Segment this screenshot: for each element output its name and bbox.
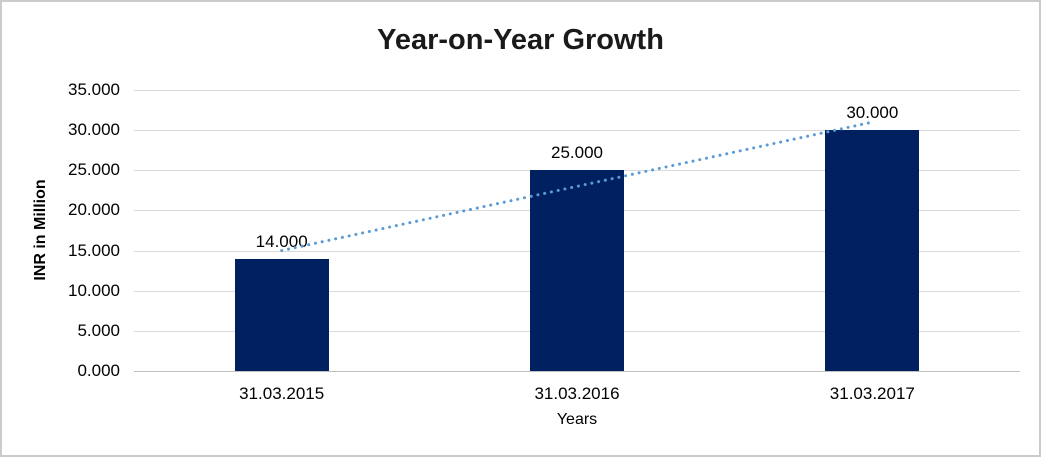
gridline [134,90,1020,91]
bar-data-label: 30.000 [846,103,899,123]
bar [234,258,329,371]
plot-area: 14.000 25.000 30.000 [134,90,1020,372]
y-axis-title: INR in Million [32,179,49,281]
bar-data-label: 14.000 [255,231,308,251]
y-tick-label: 10.000 [68,280,120,300]
bar [530,170,624,371]
y-tick-label: 20.000 [68,200,120,220]
y-tick-label: 0.000 [77,361,120,380]
y-tick-label: 5.000 [77,320,120,340]
x-axis-title: Years [556,411,598,428]
x-axis-line [134,371,1020,372]
bar [825,130,920,371]
x-tick-label: 31.03.2016 [534,384,620,403]
y-tick-label: 25.000 [68,160,120,180]
y-tick-label: 35.000 [68,80,120,99]
x-tick-label: 31.03.2015 [239,384,325,403]
y-tick-label: 30.000 [68,120,120,140]
bar-data-label: 25.000 [551,143,603,163]
chart-title: Year-on-Year Growth [377,24,664,56]
x-tick-label: 31.03.2017 [829,384,915,403]
y-tick-label: 15.000 [68,240,120,260]
